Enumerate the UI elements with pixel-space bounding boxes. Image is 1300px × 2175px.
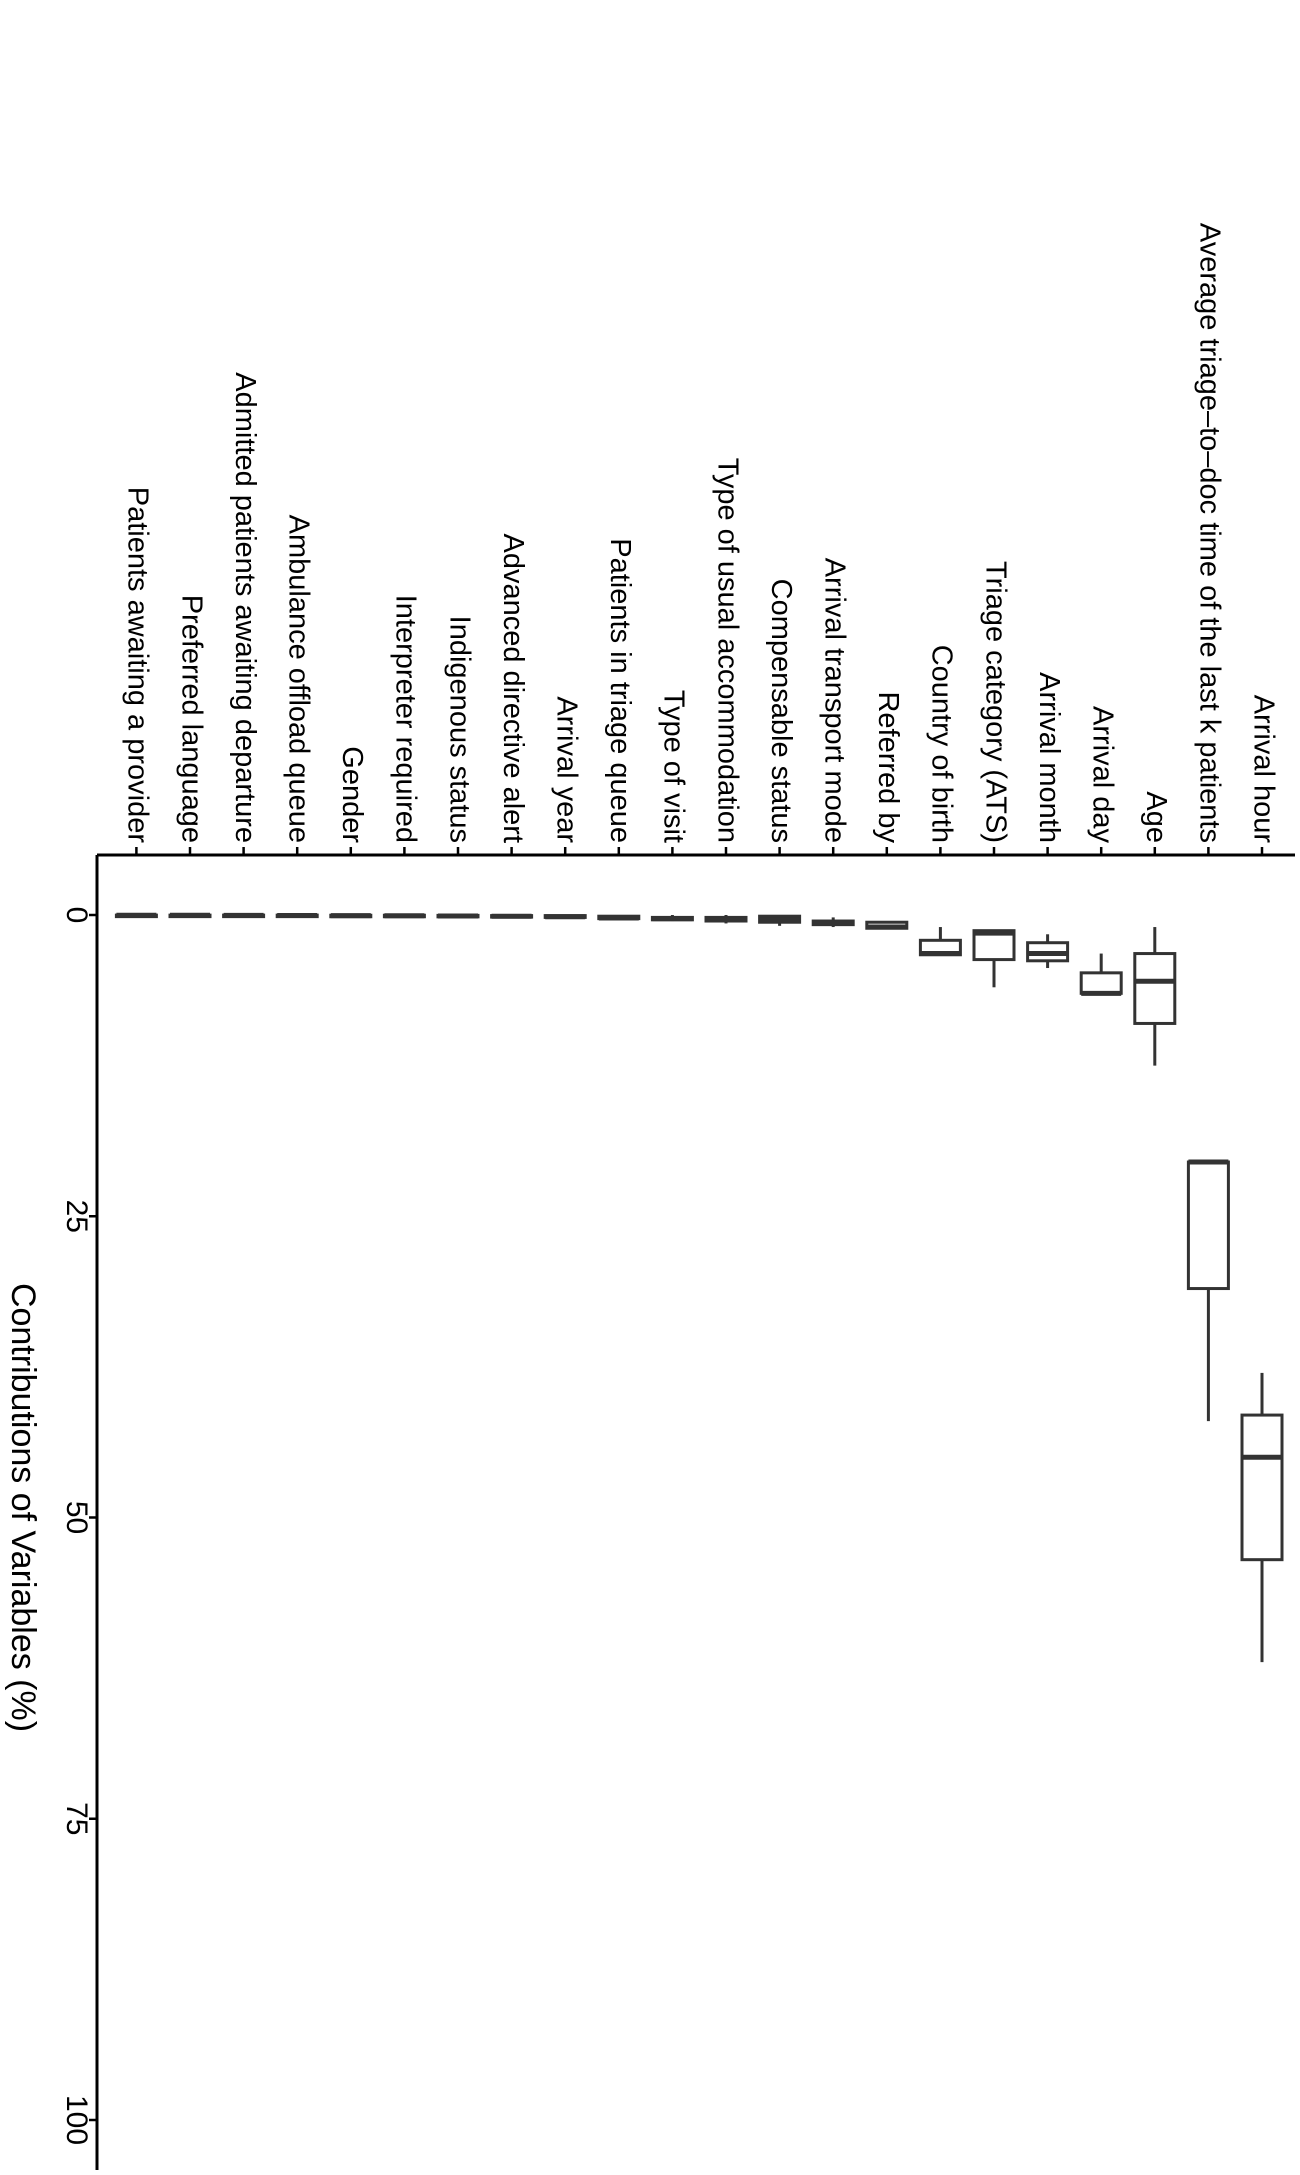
- category-label: Admitted patients awaiting departure: [229, 372, 261, 843]
- category-label: Interpreter required: [390, 595, 422, 843]
- category-label: Preferred language: [175, 595, 207, 843]
- category-label: Type of usual accommodation: [711, 458, 743, 843]
- box-18: [277, 915, 317, 917]
- category-label: Triage category (ATS): [979, 561, 1011, 843]
- box-20: [170, 915, 210, 917]
- box-iqr: [1081, 973, 1121, 993]
- box-15: [438, 915, 478, 917]
- category-label: Country of birth: [926, 645, 958, 843]
- category-label: Arrival hour: [1247, 695, 1279, 844]
- box-0: [1242, 1373, 1282, 1662]
- value-axis-title: Contributions of Variables (%): [4, 1283, 42, 1732]
- box-4: [1028, 934, 1068, 968]
- box-19: [224, 915, 264, 917]
- category-label: Indigenous status: [443, 616, 475, 843]
- box-iqr: [1135, 954, 1175, 1024]
- box-3: [1081, 954, 1121, 994]
- category-label: Patients awaiting a provider: [122, 487, 154, 844]
- box-6: [920, 927, 960, 955]
- category-label: Ambulance offload queue: [283, 515, 315, 843]
- box-10: [706, 915, 746, 923]
- category-label: Patients in triage queue: [604, 538, 636, 843]
- box-9: [760, 915, 800, 926]
- box-5: [974, 931, 1014, 988]
- box-1: [1188, 1162, 1228, 1421]
- box-7: [867, 921, 907, 928]
- plot-area: 0 25 50 75 100 Arrival hour Average triage–to…: [4, 223, 1295, 2170]
- box-series: [116, 915, 1282, 1662]
- box-16: [384, 915, 424, 917]
- value-tick-label: 75: [60, 1802, 93, 1835]
- category-label: Arrival transport mode: [819, 558, 851, 843]
- box-8: [813, 917, 853, 927]
- value-tick-label: 25: [60, 1200, 93, 1233]
- category-label: Advanced directive alert: [497, 534, 529, 844]
- category-label: Average triage–to–doc time of the last k…: [1194, 223, 1226, 843]
- box-2: [1135, 927, 1175, 1066]
- box-14: [492, 915, 532, 917]
- value-tick-label: 0: [60, 907, 93, 924]
- box-12: [599, 915, 639, 920]
- category-label: Arrival year: [551, 696, 583, 843]
- category-label: Compensable status: [765, 579, 797, 843]
- category-label: Referred by: [872, 691, 904, 843]
- category-axis: Arrival hour Average triage–to–doc time o…: [122, 223, 1280, 855]
- box-13: [545, 915, 585, 918]
- box-17: [331, 915, 371, 917]
- box-21: [116, 915, 156, 917]
- category-label: Age: [1140, 791, 1172, 843]
- value-axis-ticks: 0 25 50 75 100: [60, 907, 97, 2145]
- category-label: Arrival day: [1087, 706, 1119, 843]
- category-label: Type of visit: [658, 690, 690, 843]
- value-tick-label: 100: [60, 2095, 93, 2145]
- box-iqr: [1242, 1415, 1282, 1560]
- box-11: [652, 915, 692, 921]
- box-iqr: [1188, 1162, 1228, 1289]
- category-label: Arrival month: [1033, 672, 1065, 843]
- category-label: Gender: [336, 746, 368, 843]
- value-tick-label: 50: [60, 1501, 93, 1534]
